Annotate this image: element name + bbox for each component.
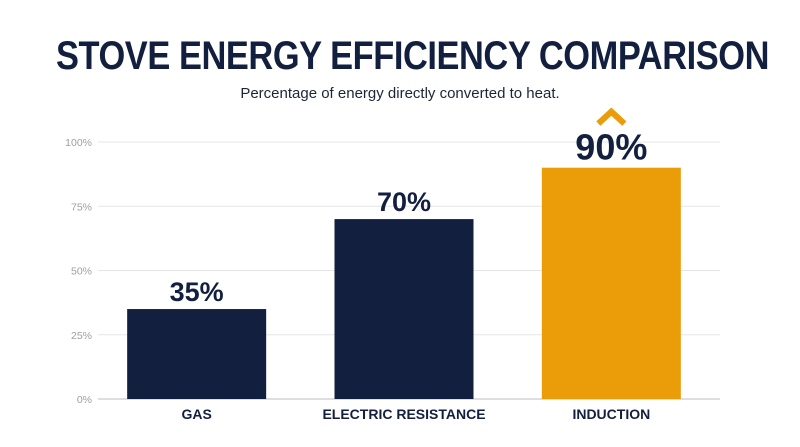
bars xyxy=(127,167,681,399)
y-tick-label: 25% xyxy=(71,330,92,342)
bar xyxy=(127,309,267,399)
y-tick-label: 100% xyxy=(65,137,92,149)
chart-title: STOVE ENERGY EFFICIENCY COMPARISON xyxy=(56,34,770,78)
bar xyxy=(541,167,681,399)
y-tick-label: 75% xyxy=(71,201,92,213)
x-category-label: ELECTRIC RESISTANCE xyxy=(322,406,485,422)
bar xyxy=(334,219,474,399)
y-tick-label: 50% xyxy=(71,266,92,278)
y-tick-label: 0% xyxy=(77,394,92,406)
labels: 0% 25% 50% 75% 100% GAS 35% ELECTRIC RESISTANCE… xyxy=(65,107,650,422)
data-label: 90% xyxy=(575,127,647,168)
chart-subtitle: Percentage of energy directly converted … xyxy=(240,85,560,102)
x-category-label: INDUCTION xyxy=(572,406,650,422)
data-label: 70% xyxy=(377,187,431,217)
x-category-label: GAS xyxy=(181,406,211,422)
chevron-up-icon xyxy=(596,107,627,126)
data-label: 35% xyxy=(170,277,224,307)
